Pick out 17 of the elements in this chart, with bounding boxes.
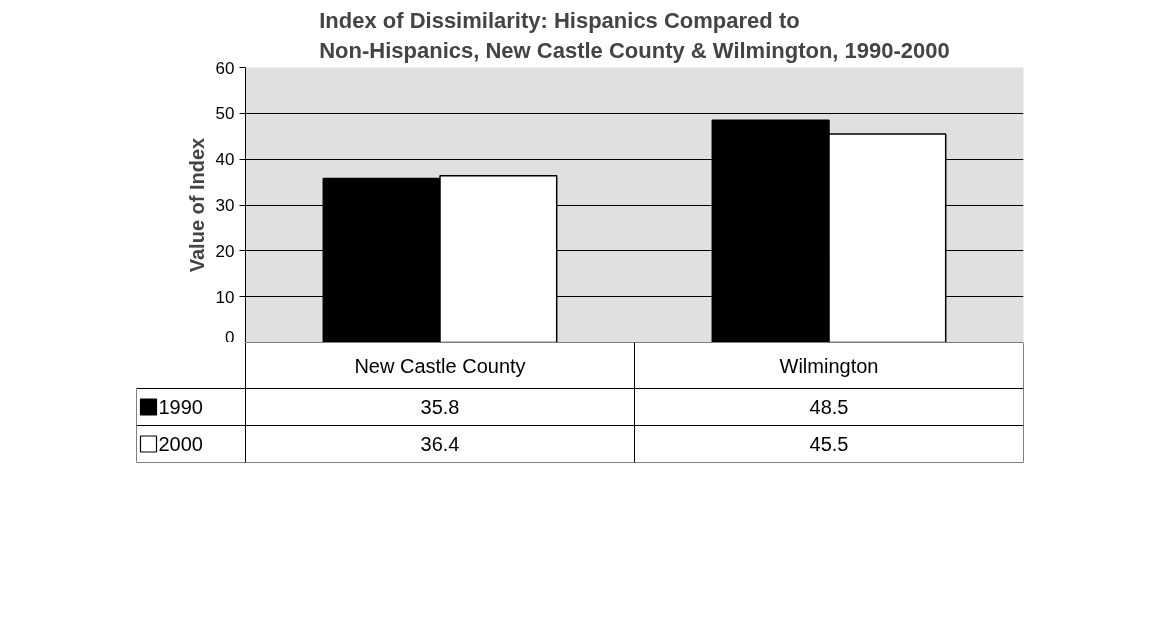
legend-label: 1990 — [158, 396, 203, 418]
y-tick-label: 50 — [215, 104, 235, 124]
data-label: 48.5 — [809, 396, 849, 418]
data-label: 35.8 — [420, 396, 460, 418]
y-tick-label: 10 — [215, 287, 235, 307]
data-label: 36.4 — [420, 433, 460, 455]
y-tick-label: 0 — [225, 327, 235, 347]
y-axis-title: Value of Index — [185, 137, 208, 273]
chart-title: Index of Dissimilarity: Hispanics Compared to Non-Hispanics, New Castle County & Wilmington, 1990-2000 — [319, 7, 950, 63]
x-tick-label: New Castle County — [354, 354, 526, 377]
x-tick-label: Wilmington — [779, 354, 879, 377]
y-tick-label: 30 — [215, 196, 235, 215]
y-tick-label: 60 — [215, 58, 235, 78]
y-tick-label: 20 — [215, 241, 235, 261]
legend-label: 2000 — [158, 433, 203, 455]
data-label: 45.5 — [809, 433, 849, 455]
y-tick-label: 40 — [215, 150, 235, 170]
